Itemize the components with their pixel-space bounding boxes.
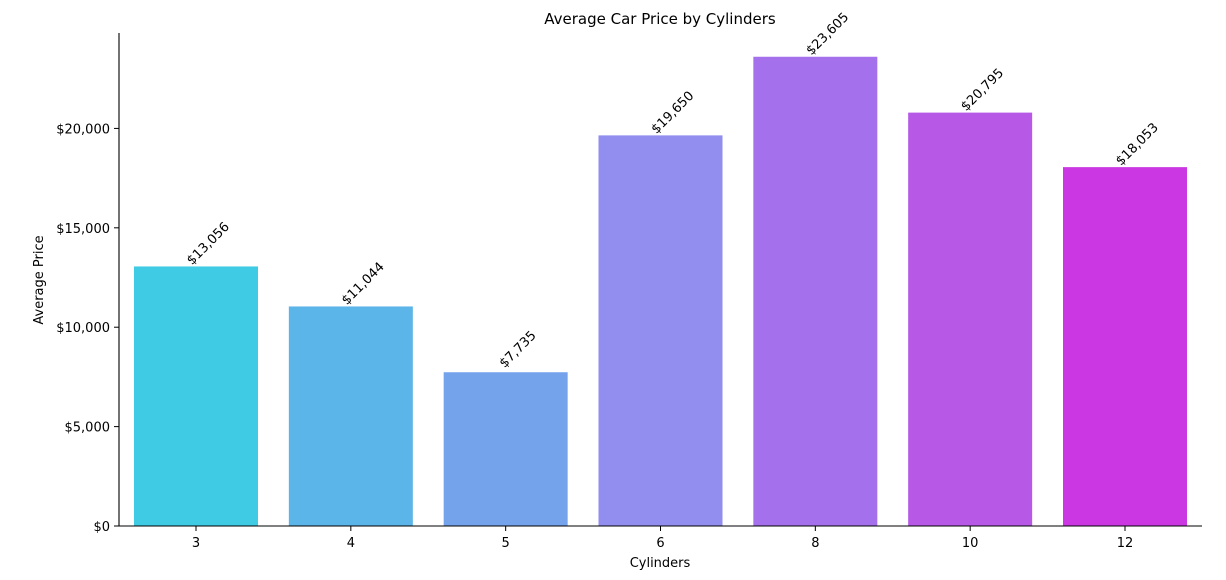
x-tick-label: 12: [1117, 536, 1134, 551]
y-axis-label: Average Price: [32, 235, 47, 324]
y-axis-ticks: $0 $5,000 $10,000 $15,000 $20,000: [56, 122, 119, 535]
x-tick-label: 3: [192, 536, 200, 551]
data-label: $19,650: [649, 89, 698, 138]
bar-10: [908, 112, 1033, 526]
x-tick-label: 6: [656, 536, 664, 551]
bar-5: [443, 372, 568, 526]
bar-6: [598, 135, 723, 526]
x-tick-label: 10: [962, 536, 979, 551]
bars-group: [134, 56, 1187, 527]
y-tick-label: $10,000: [56, 321, 110, 336]
data-label: $7,735: [497, 328, 540, 371]
bar-4: [288, 306, 413, 526]
x-tick-label: 4: [347, 536, 355, 551]
data-label: $20,795: [958, 66, 1007, 115]
data-label: $11,044: [339, 260, 388, 309]
x-axis-ticks: 3 4 5 6 8 10 12: [192, 526, 1133, 551]
x-tick-label: 5: [502, 536, 510, 551]
y-tick-label: $20,000: [56, 122, 110, 137]
y-tick-label: $5,000: [65, 421, 111, 436]
data-label: $18,053: [1113, 120, 1162, 169]
x-axis-label: Cylinders: [630, 556, 691, 571]
x-tick-label: 8: [811, 536, 819, 551]
chart-title: Average Car Price by Cylinders: [544, 10, 776, 28]
y-tick-label: $15,000: [56, 222, 110, 237]
bar-3: [134, 266, 258, 526]
y-tick-label: $0: [93, 520, 110, 535]
bar-12: [1063, 167, 1187, 526]
bar-8: [753, 56, 878, 527]
data-label: $13,056: [184, 220, 233, 269]
data-label: $23,605: [804, 10, 853, 59]
